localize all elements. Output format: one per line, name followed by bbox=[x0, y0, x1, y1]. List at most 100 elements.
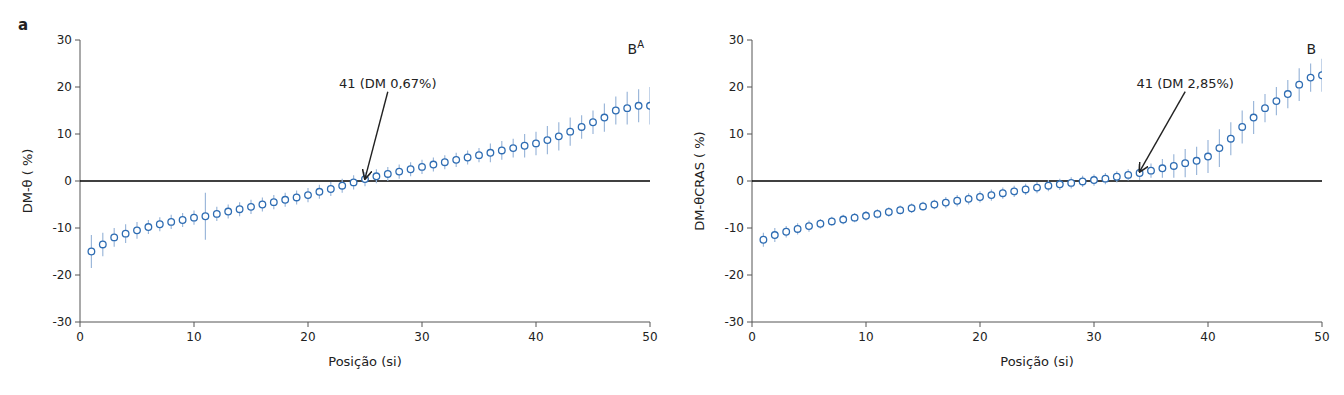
point bbox=[851, 214, 858, 221]
point bbox=[248, 204, 255, 211]
y-tick bbox=[747, 40, 752, 41]
point bbox=[385, 171, 392, 178]
point bbox=[1205, 153, 1212, 160]
point bbox=[635, 103, 642, 110]
y-tick-label: 20 bbox=[729, 80, 744, 94]
point bbox=[510, 145, 517, 152]
plot-area bbox=[752, 59, 1322, 247]
point bbox=[954, 197, 961, 204]
point bbox=[1296, 81, 1303, 88]
point bbox=[328, 186, 335, 193]
y-tick-label: -20 bbox=[52, 268, 72, 282]
point bbox=[556, 133, 563, 140]
y-tick bbox=[747, 87, 752, 88]
point bbox=[430, 161, 437, 168]
point bbox=[601, 114, 608, 121]
x-tick bbox=[536, 322, 537, 327]
corner-label: BA bbox=[628, 39, 645, 57]
point bbox=[487, 150, 494, 157]
point bbox=[806, 223, 813, 230]
y-tick bbox=[747, 181, 752, 182]
x-axis-line bbox=[80, 322, 650, 323]
point bbox=[191, 214, 198, 221]
point bbox=[476, 152, 483, 159]
chart-container: 01020304050-30-20-100102030Posição (si)D… bbox=[0, 0, 1344, 395]
point bbox=[1182, 160, 1189, 167]
point bbox=[1125, 172, 1132, 179]
y-axis-label: DM-θCRAS ( %) bbox=[692, 131, 707, 230]
point bbox=[1057, 181, 1064, 188]
point bbox=[1034, 184, 1041, 191]
x-tick-label: 50 bbox=[1314, 330, 1329, 344]
y-tick bbox=[747, 134, 752, 135]
x-tick-label: 40 bbox=[528, 330, 543, 344]
point bbox=[544, 137, 551, 144]
point bbox=[316, 189, 323, 196]
x-tick bbox=[80, 322, 81, 327]
x-tick bbox=[1322, 322, 1323, 327]
annotation-text: 41 (DM 0,67%) bbox=[339, 76, 436, 91]
y-tick-label: 0 bbox=[64, 174, 72, 188]
annotation-text: 41 (DM 2,85%) bbox=[1136, 76, 1233, 91]
y-tick bbox=[75, 87, 80, 88]
point bbox=[396, 168, 403, 175]
y-tick-label: 10 bbox=[729, 127, 744, 141]
point bbox=[122, 230, 129, 237]
point bbox=[1068, 180, 1075, 187]
point bbox=[1228, 135, 1235, 142]
point bbox=[1148, 167, 1155, 174]
point bbox=[1079, 178, 1086, 185]
corner-label-main: B bbox=[1306, 41, 1316, 57]
panel: 01020304050-30-20-100102030Posição (si)D… bbox=[692, 33, 1330, 369]
point bbox=[1307, 74, 1314, 81]
x-tick-label: 0 bbox=[76, 330, 84, 344]
x-tick-label: 50 bbox=[642, 330, 657, 344]
point bbox=[590, 119, 597, 126]
x-tick-label: 0 bbox=[748, 330, 756, 344]
point bbox=[1239, 124, 1246, 131]
point bbox=[1159, 165, 1166, 172]
y-tick bbox=[75, 275, 80, 276]
point bbox=[829, 218, 836, 225]
point bbox=[783, 228, 790, 235]
point bbox=[521, 142, 528, 149]
y-tick-label: -20 bbox=[724, 268, 744, 282]
x-tick-label: 10 bbox=[186, 330, 201, 344]
point bbox=[282, 197, 289, 204]
x-tick bbox=[308, 322, 309, 327]
point bbox=[1000, 190, 1007, 197]
point bbox=[965, 196, 972, 203]
y-tick-label: -10 bbox=[724, 221, 744, 235]
y-axis-label: DM-θ ( %) bbox=[20, 149, 35, 214]
point bbox=[1216, 145, 1223, 152]
panel-label: a bbox=[18, 16, 28, 34]
point bbox=[350, 179, 357, 186]
point bbox=[908, 205, 915, 212]
x-tick bbox=[1208, 322, 1209, 327]
point bbox=[840, 216, 847, 223]
point bbox=[1273, 98, 1280, 105]
point bbox=[1022, 186, 1029, 193]
point bbox=[931, 201, 938, 208]
point bbox=[943, 199, 950, 206]
corner-label-main: B bbox=[628, 41, 638, 57]
point bbox=[1102, 175, 1109, 182]
point bbox=[772, 232, 779, 239]
y-tick-label: 0 bbox=[736, 174, 744, 188]
point bbox=[863, 212, 870, 219]
point bbox=[305, 192, 312, 199]
zero-line bbox=[752, 180, 1322, 182]
point bbox=[624, 105, 631, 112]
y-tick bbox=[75, 322, 80, 323]
point bbox=[817, 220, 824, 227]
point bbox=[271, 199, 278, 206]
point bbox=[407, 166, 414, 173]
y-tick bbox=[75, 40, 80, 41]
point bbox=[225, 208, 232, 215]
x-tick bbox=[1094, 322, 1095, 327]
x-tick bbox=[752, 322, 753, 327]
point bbox=[1114, 173, 1121, 180]
annotation-arrow bbox=[365, 92, 388, 179]
point bbox=[1285, 91, 1292, 98]
point bbox=[794, 226, 801, 233]
